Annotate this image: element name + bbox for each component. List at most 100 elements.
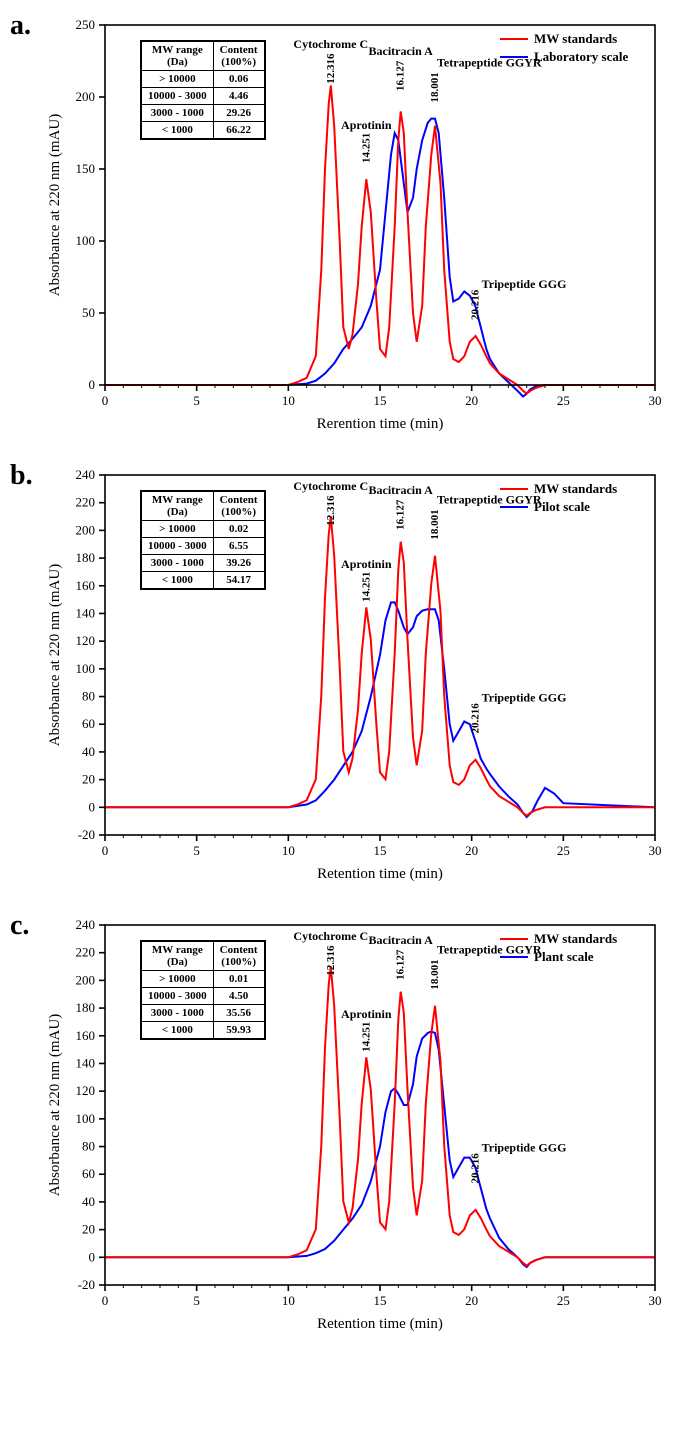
ytick-label: 20	[82, 772, 95, 787]
legend-blue-label: Pilot scale	[534, 499, 590, 514]
ytick-label: 20	[82, 1222, 95, 1237]
panel-label-a: a.	[10, 10, 31, 42]
panel-a: a.051015202530050100150200250Rerention t…	[10, 10, 675, 440]
xtick-label: 15	[374, 1293, 387, 1308]
table-cell: 4.46	[213, 88, 264, 105]
xtick-label: 0	[102, 1293, 109, 1308]
xtick-label: 30	[649, 1293, 662, 1308]
xtick-label: 20	[465, 843, 478, 858]
ylabel: Absorbance at 220 nm (mAU)	[47, 114, 63, 296]
ytick-label: 80	[82, 689, 95, 704]
peak-rt: 16.127	[395, 499, 407, 530]
table-row: 10000 - 30004.50	[141, 988, 265, 1005]
table-header: MW range(Da)	[141, 491, 213, 521]
peak-name: Tetrapeptide GGYR	[437, 493, 542, 507]
ytick-label: 0	[89, 1249, 96, 1264]
table-header: Content(100%)	[213, 941, 264, 971]
peak-rt: 14.251	[360, 133, 372, 163]
xtick-label: 15	[374, 843, 387, 858]
xtick-label: 10	[282, 393, 295, 408]
ytick-label: 240	[76, 917, 96, 932]
table-cell: 10000 - 3000	[141, 988, 213, 1005]
inset-table-c: MW range(Da)Content(100%)> 100000.011000…	[140, 940, 266, 1040]
legend-blue-label: Laboratory scale	[534, 49, 628, 64]
peak-rt: 20.216	[470, 703, 482, 734]
peak-name: Aprotinin	[341, 118, 392, 132]
ytick-label: 220	[76, 945, 96, 960]
xtick-label: 5	[193, 843, 200, 858]
xtick-label: 20	[465, 393, 478, 408]
blue-series	[105, 119, 655, 397]
ytick-label: 180	[76, 1000, 96, 1015]
ytick-label: 120	[76, 1083, 96, 1098]
chart-wrap-c: 051015202530-200204060801001201401601802…	[45, 910, 675, 1340]
table-cell: > 10000	[141, 971, 213, 988]
table-cell: 35.56	[213, 1005, 264, 1022]
xtick-label: 25	[557, 843, 570, 858]
figure: a.051015202530050100150200250Rerention t…	[10, 10, 675, 1340]
panel-label-b: b.	[10, 460, 33, 492]
table-cell: < 1000	[141, 122, 213, 140]
peak-rt: 14.251	[360, 572, 372, 602]
ytick-label: 150	[76, 161, 96, 176]
xtick-label: 0	[102, 393, 109, 408]
table-row: 3000 - 100029.26	[141, 105, 265, 122]
table-cell: 39.26	[213, 555, 264, 572]
ytick-label: 160	[76, 1028, 96, 1043]
inset-table-b: MW range(Da)Content(100%)> 100000.021000…	[140, 490, 266, 590]
table-cell: 10000 - 3000	[141, 88, 213, 105]
xtick-label: 5	[193, 393, 200, 408]
table-cell: 3000 - 1000	[141, 1005, 213, 1022]
peak-rt: 12.316	[325, 945, 337, 976]
table-cell: 0.01	[213, 971, 264, 988]
table-cell: 6.55	[213, 538, 264, 555]
peak-name: Tetrapeptide GGYR	[437, 943, 542, 957]
ytick-label: 60	[82, 716, 95, 731]
peak-name: Aprotinin	[341, 1007, 392, 1021]
xtick-label: 10	[282, 1293, 295, 1308]
peak-name: Cytochrome C	[293, 479, 368, 493]
ytick-label: 140	[76, 1055, 96, 1070]
table-cell: 3000 - 1000	[141, 555, 213, 572]
blue-series	[105, 1032, 655, 1267]
table-cell: < 1000	[141, 1022, 213, 1040]
ytick-label: 40	[82, 1194, 95, 1209]
ytick-label: -20	[78, 1277, 95, 1292]
table-row: 3000 - 100035.56	[141, 1005, 265, 1022]
peak-rt: 20.216	[470, 1153, 482, 1184]
xtick-label: 10	[282, 843, 295, 858]
peak-rt: 16.127	[395, 60, 407, 91]
peak-name: Tripeptide GGG	[482, 1140, 567, 1154]
peak-rt: 12.316	[325, 495, 337, 526]
ytick-label: 180	[76, 550, 96, 565]
ytick-label: 160	[76, 578, 96, 593]
ytick-label: -20	[78, 827, 95, 842]
panel-c: c.051015202530-2002040608010012014016018…	[10, 910, 675, 1340]
table-cell: 0.02	[213, 521, 264, 538]
ytick-label: 60	[82, 1166, 95, 1181]
xlabel: Retention time (min)	[317, 866, 443, 882]
table-cell: 59.93	[213, 1022, 264, 1040]
table-cell: 0.06	[213, 71, 264, 88]
xlabel: Retention time (min)	[317, 1316, 443, 1332]
xtick-label: 30	[649, 843, 662, 858]
ylabel: Absorbance at 220 nm (mAU)	[47, 564, 63, 746]
ytick-label: 0	[89, 799, 96, 814]
peak-name: Cytochrome C	[293, 929, 368, 943]
peak-name: Bacitracin A	[368, 44, 433, 58]
peak-rt: 18.001	[429, 509, 441, 539]
table-row: < 100054.17	[141, 572, 265, 590]
peak-rt: 18.001	[429, 72, 441, 102]
peak-name: Tripeptide GGG	[482, 277, 567, 291]
ytick-label: 100	[76, 661, 96, 676]
table-row: > 100000.01	[141, 971, 265, 988]
ytick-label: 80	[82, 1139, 95, 1154]
table-cell: 3000 - 1000	[141, 105, 213, 122]
xtick-label: 20	[465, 1293, 478, 1308]
inset-table-a: MW range(Da)Content(100%)> 100000.061000…	[140, 40, 266, 140]
ytick-label: 240	[76, 467, 96, 482]
table-row: > 100000.02	[141, 521, 265, 538]
ytick-label: 140	[76, 605, 96, 620]
peak-rt: 16.127	[395, 949, 407, 980]
table-cell: > 10000	[141, 521, 213, 538]
